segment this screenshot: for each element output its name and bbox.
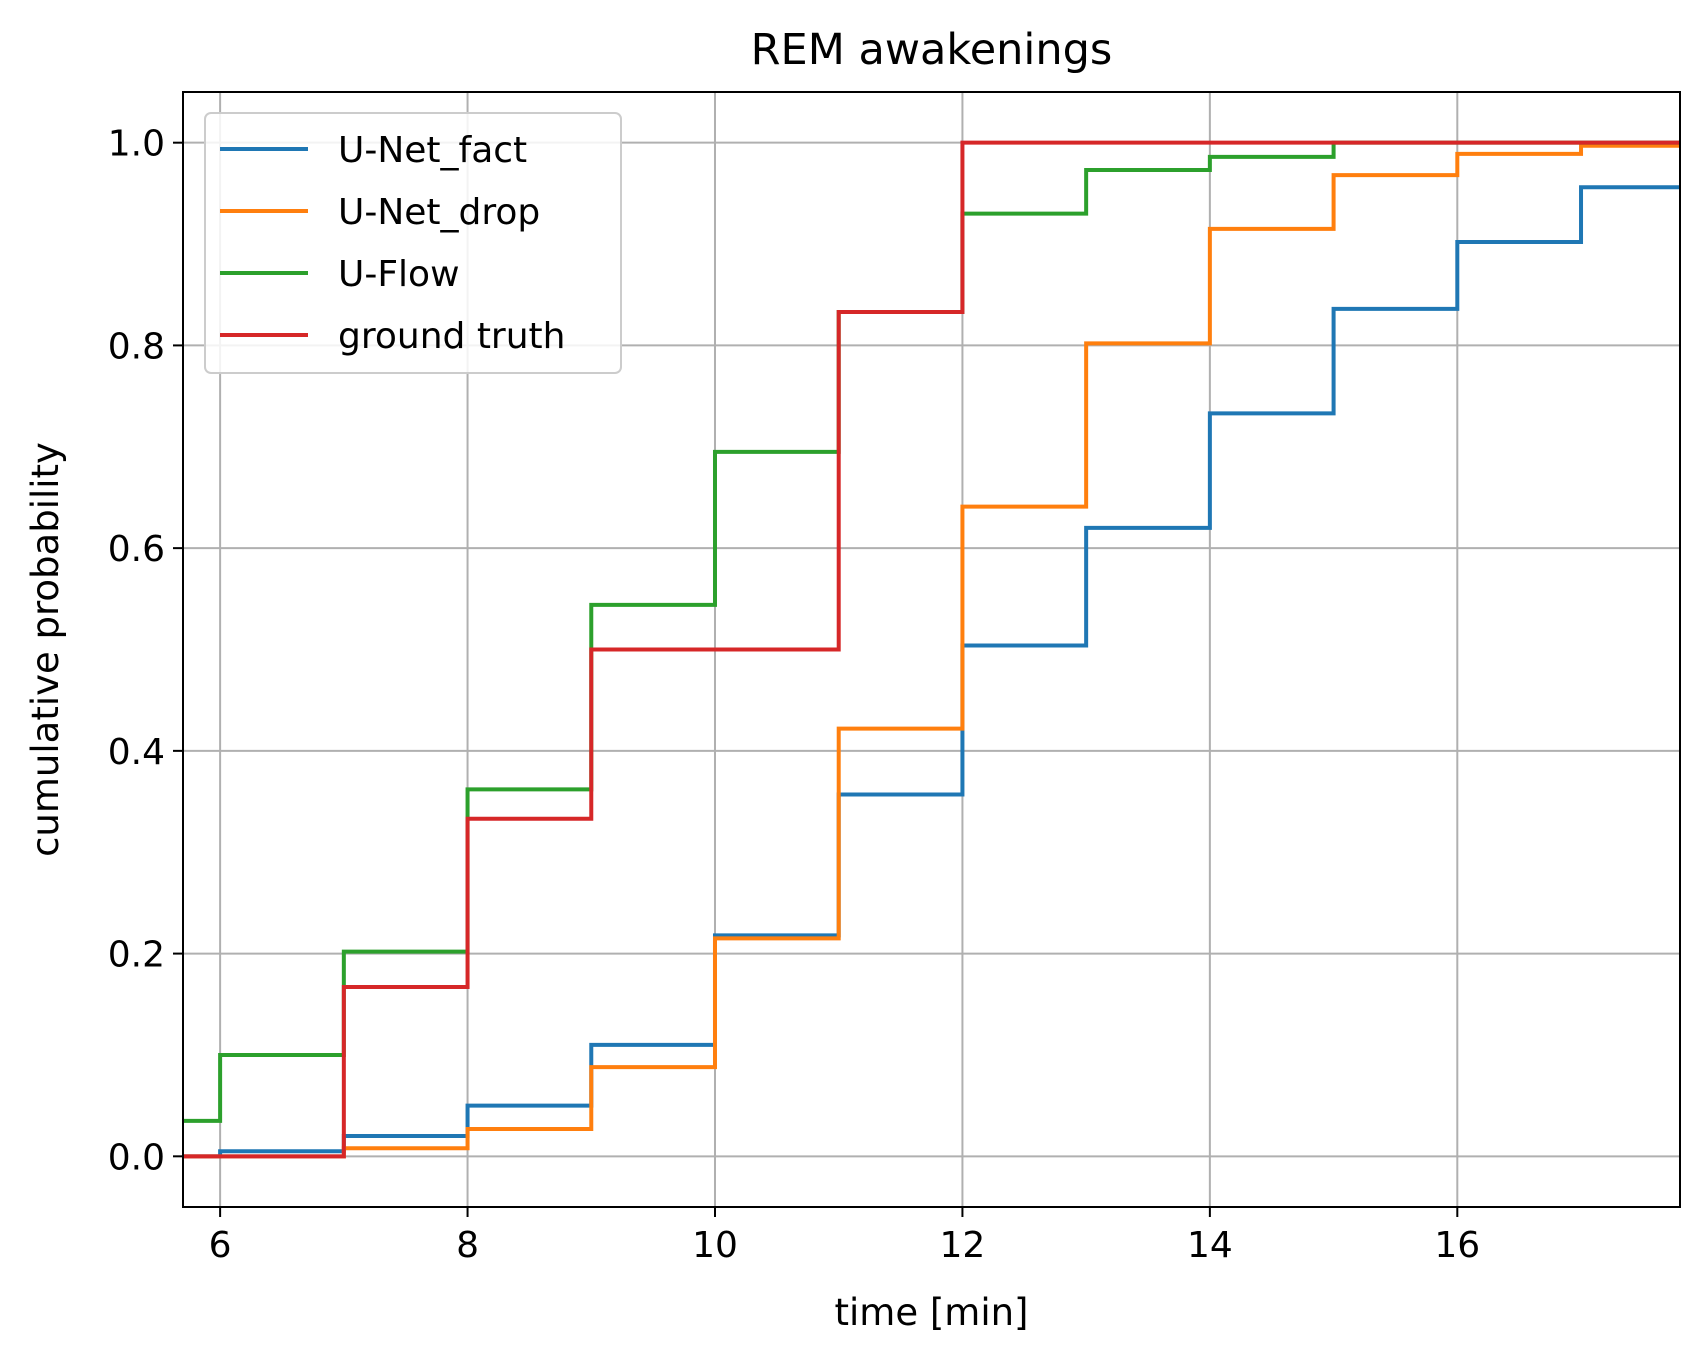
legend-box: [204, 112, 622, 374]
y-tick-label: 0.4: [108, 732, 165, 773]
y-tick-label: 0.6: [108, 529, 165, 570]
x-tick-label: 16: [1434, 1225, 1480, 1266]
x-tick-label: 8: [456, 1225, 479, 1266]
x-tick-label: 14: [1187, 1225, 1233, 1266]
x-axis-label: time [min]: [835, 1291, 1029, 1334]
y-tick-label: 0.0: [108, 1137, 165, 1178]
y-axis-ticks: 0.0 0.2 0.4 0.6 0.8 1.0: [108, 124, 183, 1178]
y-tick-label: 0.2: [108, 935, 165, 976]
plot-frame: [182, 91, 1681, 1208]
y-tick-label: 1.0: [108, 124, 165, 165]
y-axis-label: cumulative probability: [24, 442, 67, 857]
chart-title: REM awakenings: [751, 25, 1113, 75]
series-line-4: [183, 140, 1680, 1159]
series-line-1: [183, 185, 1680, 1159]
series-line-2: [183, 143, 1680, 1159]
legend-label: U-Net_drop: [338, 192, 540, 233]
x-tick-label: 10: [692, 1225, 738, 1266]
x-axis-ticks: 6 8 10 12 14 16: [209, 1207, 1480, 1266]
x-tick-label: 12: [940, 1225, 986, 1266]
y-tick-label: 0.8: [108, 326, 165, 367]
plot-series: [183, 140, 1680, 1159]
legend-label: U-Flow: [338, 254, 460, 295]
x-tick-label: 6: [209, 1225, 232, 1266]
legend: U-Net_fact U-Net_drop U-Flow ground truth: [204, 112, 622, 374]
legend-label: U-Net_fact: [338, 130, 527, 171]
legend-label: ground truth: [338, 316, 565, 357]
